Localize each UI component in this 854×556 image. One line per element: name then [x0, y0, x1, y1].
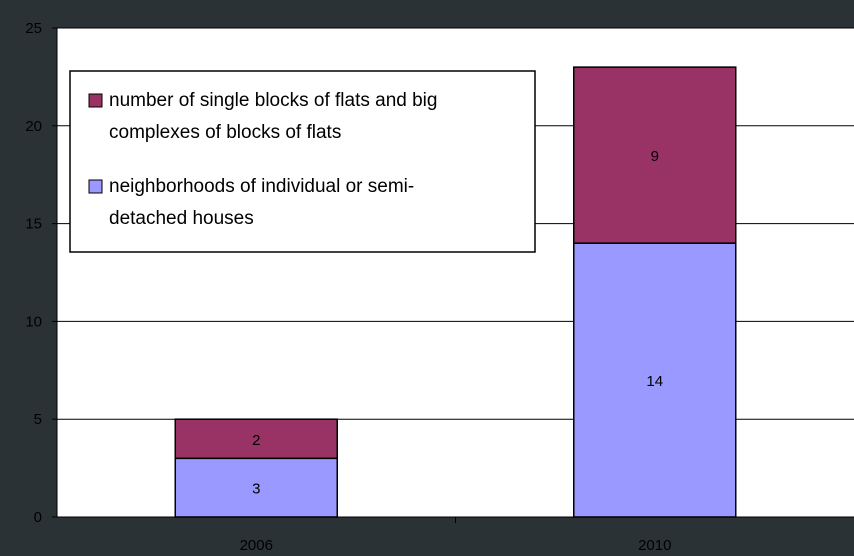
legend: number of single blocks of flats and big… — [69, 70, 536, 253]
y-tick-label: 5 — [34, 411, 42, 428]
data-label: 14 — [646, 373, 663, 390]
data-label: 2 — [252, 432, 260, 449]
legend-label-line: number of single blocks of flats and big — [109, 90, 437, 111]
bar-2010-series-1 — [573, 66, 737, 244]
y-tick-label: 25 — [25, 20, 42, 37]
y-tick-label: 15 — [25, 216, 42, 233]
data-label: 3 — [252, 481, 260, 498]
legend-box — [69, 70, 536, 253]
legend-swatch-1 — [88, 93, 103, 108]
legend-label-line: neighborhoods of individual or semi- — [109, 176, 414, 197]
bar-2006-series-0 — [174, 457, 338, 518]
bar-2006-series-1 — [174, 418, 338, 460]
x-tick-label: 2006 — [240, 537, 273, 554]
axes: 0 5 10 15 20 25 2006 2010 — [25, 20, 854, 554]
y-tick-label: 10 — [25, 313, 42, 330]
x-tick-label: 2010 — [638, 537, 671, 554]
y-tick-label: 20 — [25, 118, 42, 135]
bar-group: 3 2 14 9 — [174, 66, 737, 518]
legend-swatch-0 — [88, 179, 103, 194]
legend-label-line: complexes of blocks of flats — [109, 122, 341, 143]
bar-2010-series-0 — [573, 242, 737, 518]
y-tick-label: 0 — [34, 509, 42, 526]
data-label: 9 — [651, 148, 659, 165]
legend-label-line: detached houses — [109, 208, 254, 229]
